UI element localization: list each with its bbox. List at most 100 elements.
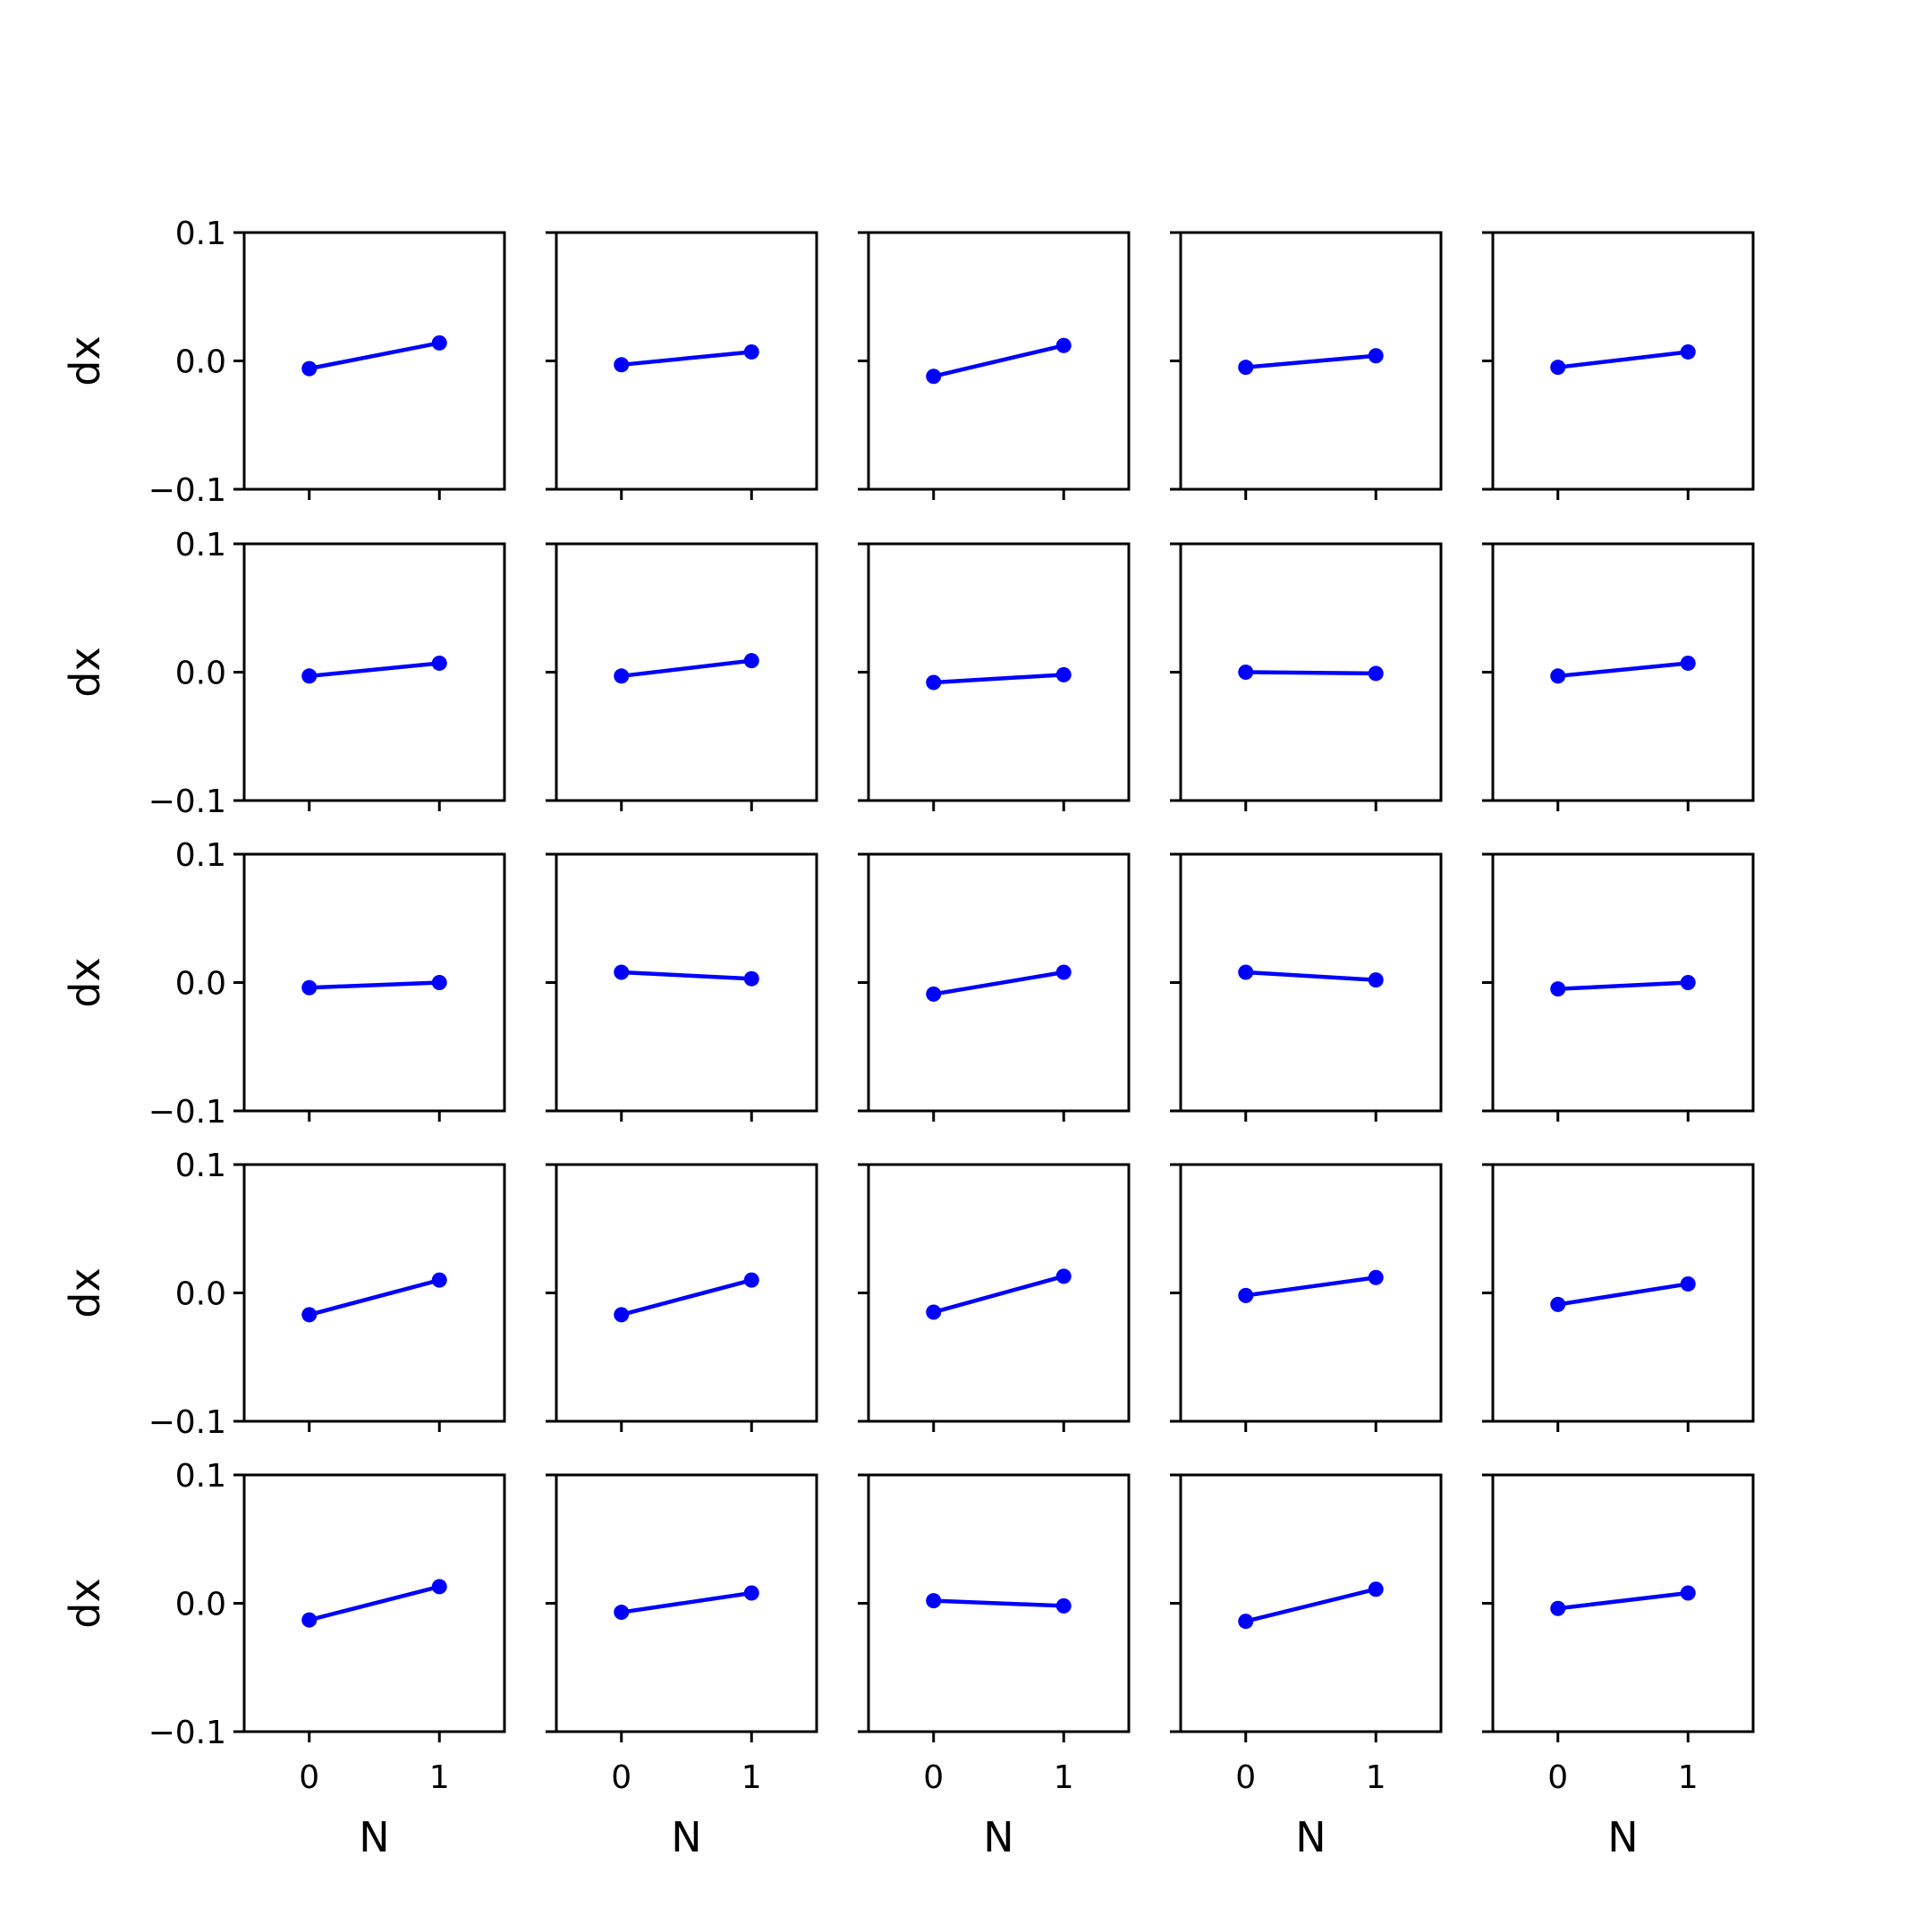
x-axis-label: N	[359, 1813, 389, 1861]
y-tick-label: 0.0	[175, 966, 226, 1003]
data-point	[614, 1605, 630, 1621]
data-point	[1368, 1581, 1384, 1597]
subplot-r4-c5	[1482, 1163, 1755, 1432]
x-tick-label: 0	[299, 1759, 319, 1796]
subplot-r4-c2	[546, 1163, 818, 1432]
series-line	[619, 658, 754, 679]
series-line	[307, 341, 442, 371]
y-tick-label: −0.1	[148, 1404, 226, 1441]
data-point	[743, 343, 759, 360]
plot-area	[1493, 1475, 1753, 1732]
data-point	[1368, 665, 1384, 682]
data-point	[1680, 1585, 1696, 1601]
series-line	[1243, 970, 1378, 982]
data-point	[926, 1304, 942, 1320]
data-point	[1368, 1269, 1384, 1285]
y-tick-label: 0.1	[175, 216, 226, 252]
subplot-r3-c3	[858, 852, 1131, 1122]
x-axis-label: N	[1295, 1813, 1326, 1861]
subplot-r4-c4	[1170, 1163, 1443, 1432]
y-axis-label: dx	[61, 647, 109, 697]
data-point	[1055, 337, 1072, 353]
subplot-r1-c5	[1482, 231, 1755, 500]
data-point	[614, 1307, 630, 1323]
subplot-r3-c1: 0.1 0.0 −0.1 dx	[61, 837, 506, 1131]
plot-area	[1181, 1165, 1441, 1421]
y-tick-label: 0.0	[175, 1587, 226, 1623]
x-tick-label: 0	[923, 1759, 944, 1796]
subplot-r4-c3	[858, 1163, 1131, 1432]
data-point	[614, 357, 630, 373]
data-point	[301, 1612, 318, 1628]
data-point	[1680, 655, 1696, 671]
x-tick-label: 0	[1547, 1759, 1568, 1796]
data-point	[1368, 972, 1384, 988]
data-point	[301, 1307, 318, 1323]
y-axis-label: dx	[61, 957, 109, 1007]
data-point	[1680, 975, 1696, 990]
series-line	[307, 980, 442, 990]
subplot-r3-c5	[1482, 852, 1755, 1122]
data-point	[926, 986, 942, 1002]
y-tick-label: 0.1	[175, 527, 226, 564]
series-line	[1555, 980, 1690, 991]
subplot-r2-c3	[858, 542, 1131, 811]
plot-area	[244, 854, 504, 1111]
data-point	[1055, 964, 1072, 980]
data-point	[1550, 360, 1566, 376]
data-point	[1055, 666, 1072, 682]
x-axis-label: N	[983, 1813, 1013, 1861]
plot-area	[1493, 544, 1753, 801]
y-tick-label: −0.1	[148, 784, 226, 820]
data-point	[1238, 360, 1254, 376]
data-point	[743, 653, 759, 669]
subplot-r2-c2	[546, 542, 818, 811]
y-axis-label: dx	[61, 1267, 109, 1318]
data-point	[1550, 981, 1566, 997]
data-point	[431, 655, 447, 671]
x-axis-label: N	[1607, 1813, 1638, 1861]
data-point	[1238, 1287, 1254, 1303]
x-tick-label: 1	[429, 1759, 450, 1796]
subplot-r5-c1: 0.1 0.0 −0.1 dx 0 1 N	[61, 1458, 506, 1861]
plot-area	[556, 854, 817, 1111]
series-line	[307, 661, 442, 679]
subplot-r5-c3: 0 1 N	[858, 1473, 1131, 1861]
subplot-r1-c4	[1170, 231, 1443, 500]
data-point	[1550, 1600, 1566, 1616]
x-axis-label: N	[671, 1813, 701, 1861]
x-tick-label: 0	[611, 1759, 631, 1796]
data-point	[614, 668, 630, 684]
plot-area	[1493, 854, 1753, 1111]
plot-area	[244, 544, 504, 801]
series-line	[1555, 350, 1690, 369]
series-line	[1555, 661, 1690, 679]
subplot-r1-c3	[858, 231, 1131, 500]
subplot-r5-c5: 0 1 N	[1482, 1473, 1755, 1861]
data-point	[926, 369, 942, 385]
data-point	[301, 668, 318, 684]
subplot-grid: 0.10.0−0.1dx0.10.0−0.1dx0.10.0−0.1dx0.10…	[61, 216, 1755, 1861]
x-tick-label: 1	[741, 1759, 762, 1796]
series-line	[1555, 1590, 1690, 1611]
subplot-r3-c2	[546, 852, 818, 1122]
y-tick-label: −0.1	[148, 1715, 226, 1751]
data-point	[1680, 343, 1696, 360]
data-point	[743, 1585, 759, 1601]
y-tick-label: 0.1	[175, 837, 226, 874]
series-line	[307, 1584, 442, 1623]
series-line	[931, 970, 1066, 996]
series-line	[619, 1590, 754, 1614]
x-tick-label: 1	[1366, 1759, 1386, 1796]
subplot-r4-c1: 0.1 0.0 −0.1 dx	[61, 1148, 506, 1441]
data-point	[431, 335, 447, 351]
data-point	[1680, 1275, 1696, 1292]
data-point	[1550, 1296, 1566, 1312]
subplot-r2-c4	[1170, 542, 1443, 811]
data-point	[301, 360, 318, 377]
data-point	[1368, 348, 1384, 364]
data-point	[1238, 1614, 1254, 1630]
data-point	[743, 1272, 759, 1288]
subplot-r5-c2: 0 1 N	[546, 1473, 818, 1861]
